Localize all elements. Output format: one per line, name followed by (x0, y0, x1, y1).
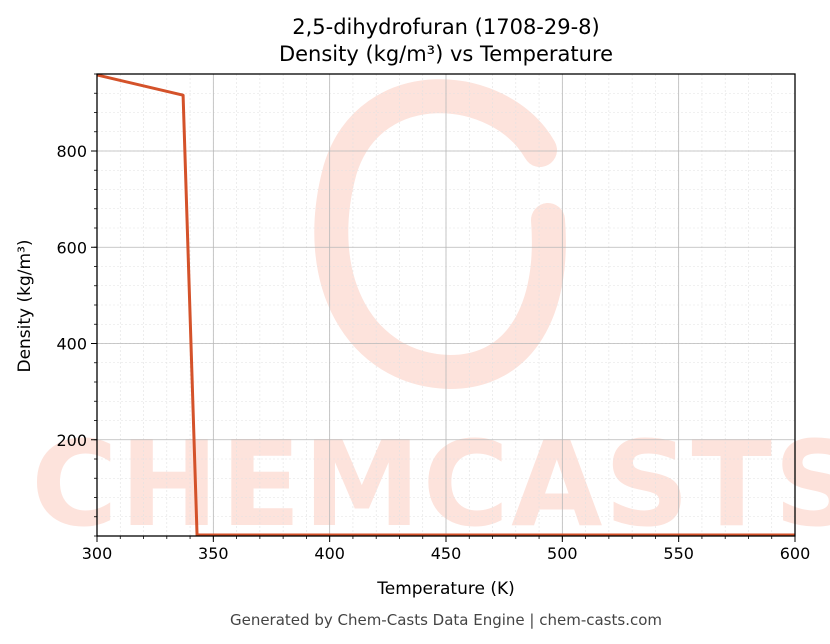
x-tick-label: 350 (198, 544, 229, 563)
y-tick-label: 800 (56, 142, 87, 161)
x-axis-label: Temperature (K) (376, 579, 515, 599)
watermark-logo (314, 79, 566, 390)
series-group (96, 73, 795, 537)
chart-title: 2,5-dihydrofuran (1708-29-8) (292, 15, 599, 39)
chart-subtitle: Density (kg/m³) vs Temperature (279, 42, 613, 66)
x-tick-label: 550 (663, 544, 694, 563)
footer-credit: Generated by Chem-Casts Data Engine | ch… (230, 611, 662, 629)
y-tick-label: 400 (56, 335, 87, 354)
x-tick-label: 600 (780, 544, 811, 563)
x-tick-label: 400 (314, 544, 345, 563)
y-tick-label: 200 (56, 431, 87, 450)
x-tick-label: 500 (547, 544, 578, 563)
watermark-text: CHEMCASTS (31, 415, 830, 553)
x-tick-label: 450 (431, 544, 462, 563)
series-line-0 (96, 73, 795, 537)
x-axis-ticks: 300 350 400 450 500 550 600 (82, 536, 811, 563)
y-axis-label: Density (kg/m³) (15, 239, 35, 372)
y-axis-ticks: 200 400 600 800 (56, 73, 97, 537)
watermark: CHEMCASTS (31, 79, 830, 553)
x-tick-label: 300 (82, 544, 113, 563)
y-tick-label: 600 (56, 238, 87, 257)
